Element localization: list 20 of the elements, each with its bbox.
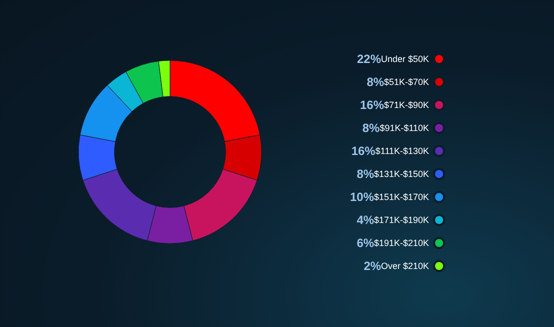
- data-label: 16%: [351, 144, 376, 158]
- legend-label: $131K-$150K: [374, 169, 430, 179]
- legend-label: $91K-$110K: [380, 123, 430, 133]
- data-label: 8%: [356, 167, 374, 181]
- legend-label: $171K-$190K: [374, 215, 430, 225]
- data-label: 8%: [366, 75, 384, 89]
- legend-label: $71K-$90K: [384, 100, 430, 110]
- data-label: 10%: [350, 190, 374, 204]
- data-label: 16%: [360, 98, 384, 112]
- legend-label: $51K-$70K: [384, 77, 430, 87]
- data-label: 2%: [364, 259, 382, 273]
- data-label: 6%: [356, 236, 374, 250]
- legend-label: $191K-$210K: [374, 238, 430, 248]
- legend-label: Over $210K: [381, 261, 430, 271]
- legend-label: $151K-$170K: [374, 192, 430, 202]
- data-label: 8%: [362, 121, 380, 135]
- data-label: 4%: [356, 213, 374, 227]
- legend-label: $111K-$130K: [375, 146, 430, 156]
- data-label: 22%: [357, 52, 382, 66]
- legend-label: Under $50K: [381, 54, 430, 64]
